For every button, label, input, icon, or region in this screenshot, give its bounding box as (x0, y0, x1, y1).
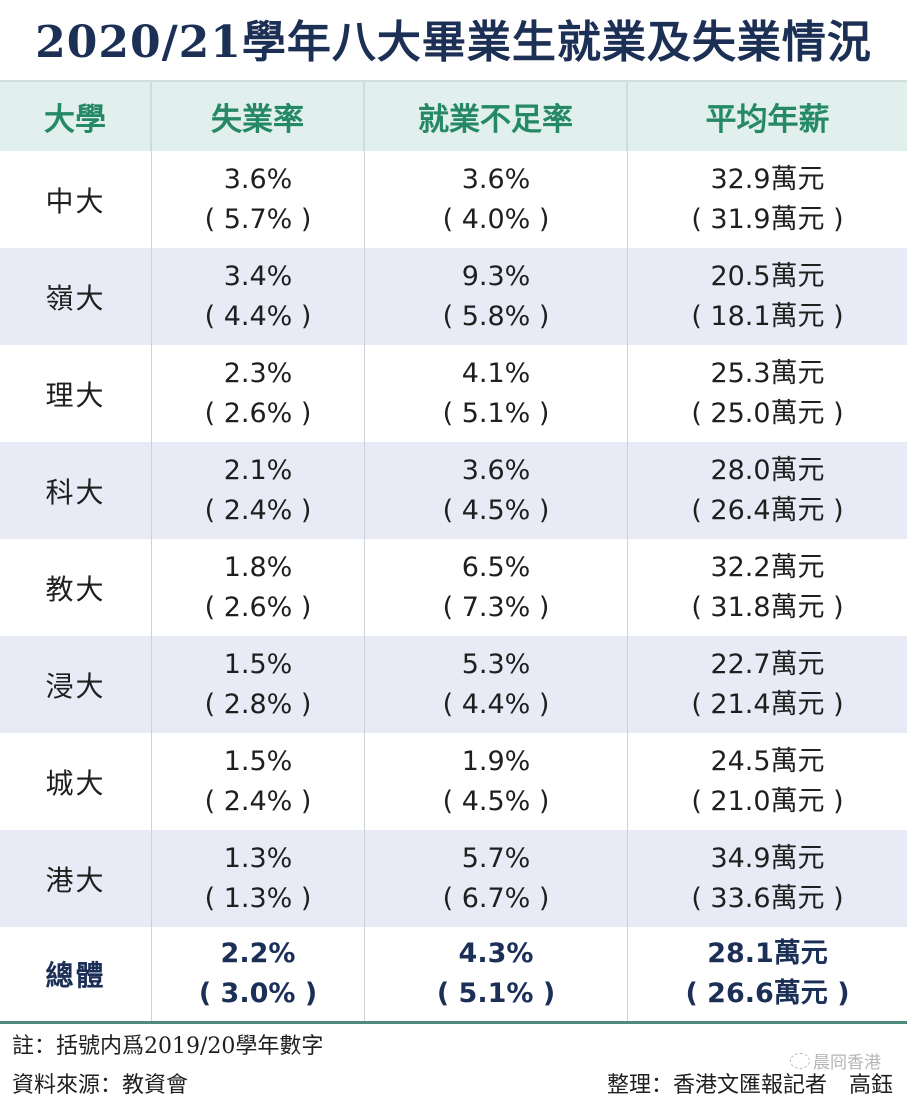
unemployment-rate-prev: ( 2.4% ) (204, 785, 312, 817)
table-row: 城大 1.5% ( 2.4% ) 1.9% ( 4.5% ) 24.5萬元 ( 21.… (0, 733, 907, 830)
unemployment-rate: 1.3% (223, 842, 293, 874)
table-row: 科大 2.1% ( 2.4% ) 3.6% ( 4.5% ) 28.0萬元 ( 26.… (0, 442, 907, 539)
credit-line: 整理：香港文匯報記者 高鈺 (606, 1073, 893, 1098)
average-salary: 32.9萬元 (710, 163, 825, 195)
table-row: 浸大 1.5% ( 2.8% ) 5.3% ( 4.4% ) 22.7萬元 ( 21.… (0, 636, 907, 733)
unemployment-rate: 1.5% (223, 648, 293, 680)
unemployment-rate: 3.4% (223, 260, 293, 292)
unemployment-rate-prev: ( 2.6% ) (204, 591, 312, 623)
wechat-icon (790, 1052, 810, 1069)
table-row: 中大 3.6% ( 5.7% ) 3.6% ( 4.0% ) 32.9萬元 ( 31.… (0, 151, 907, 248)
table-row: 港大 1.3% ( 1.3% ) 5.7% ( 6.7% ) 34.9萬元 ( 33.… (0, 830, 907, 927)
header-university: 大學 (0, 82, 152, 151)
average-salary: 32.2萬元 (710, 551, 825, 583)
unemployment-rate: 3.6% (223, 163, 293, 195)
average-salary: 25.3萬元 (710, 357, 825, 389)
unemployment-rate-prev: ( 2.4% ) (204, 494, 312, 526)
underemployment-rate: 6.5% (461, 551, 531, 583)
underemployment-rate: 3.6% (461, 454, 531, 486)
data-source: 資料來源：教資會 (12, 1073, 189, 1098)
table-total-row: 總體 2.2% ( 3.0% ) 4.3% ( 5.1% ) 28.1萬元 ( 26.… (0, 927, 907, 1024)
header-salary: 平均年薪 (705, 102, 830, 138)
employment-table: 大學 失業率 就業不足率 平均年薪 中大 3.6% ( 5.7% ) 3.6% ( … (0, 80, 907, 1024)
university-name: 教大 (45, 572, 106, 606)
total-average-salary-prev: ( 26.6萬元 ) (685, 978, 850, 1009)
unemployment-rate: 1.5% (223, 745, 293, 777)
unemployment-rate: 2.1% (223, 454, 293, 486)
underemployment-rate: 5.3% (461, 648, 531, 680)
unemployment-rate-prev: ( 2.8% ) (204, 688, 312, 720)
table-row: 嶺大 3.4% ( 4.4% ) 9.3% ( 5.8% ) 20.5萬元 ( 18.… (0, 248, 907, 345)
underemployment-rate-prev: ( 4.5% ) (442, 494, 550, 526)
average-salary: 28.0萬元 (710, 454, 825, 486)
header-underemployment: 就業不足率 (365, 82, 628, 151)
average-salary-prev: ( 21.4萬元 ) (691, 688, 844, 720)
university-name: 科大 (45, 475, 106, 509)
page-title: 2020/21學年八大畢業生就業及失業情況 (35, 17, 872, 68)
university-name: 港大 (45, 863, 106, 897)
underemployment-rate-prev: ( 5.8% ) (442, 300, 550, 332)
header-unemployment: 失業率 (152, 82, 365, 151)
underemployment-rate-prev: ( 4.5% ) (442, 785, 550, 817)
average-salary-prev: ( 26.4萬元 ) (691, 494, 844, 526)
total-unemployment-rate-prev: ( 3.0% ) (198, 978, 318, 1009)
table-row: 理大 2.3% ( 2.6% ) 4.1% ( 5.1% ) 25.3萬元 ( 25.… (0, 345, 907, 442)
university-name: 理大 (45, 378, 106, 412)
unemployment-rate-prev: ( 4.4% ) (204, 300, 312, 332)
average-salary: 24.5萬元 (710, 745, 825, 777)
total-average-salary: 28.1萬元 (707, 938, 828, 969)
underemployment-rate-prev: ( 4.4% ) (442, 688, 550, 720)
total-underemployment-rate-prev: ( 5.1% ) (436, 978, 556, 1009)
university-name: 嶺大 (45, 281, 106, 315)
unemployment-rate-prev: ( 5.7% ) (204, 203, 312, 235)
average-salary-prev: ( 18.1萬元 ) (691, 300, 844, 332)
footnote: 註：括號内爲2019/20學年數字 (12, 1034, 324, 1059)
average-salary-prev: ( 31.9萬元 ) (691, 203, 844, 235)
total-label: 總體 (45, 959, 106, 992)
underemployment-rate: 5.7% (461, 842, 531, 874)
underemployment-rate-prev: ( 6.7% ) (442, 882, 550, 914)
total-unemployment-rate: 2.2% (220, 938, 296, 969)
total-underemployment-rate: 4.3% (458, 938, 534, 969)
unemployment-rate-prev: ( 1.3% ) (204, 882, 312, 914)
underemployment-rate: 1.9% (461, 745, 531, 777)
average-salary-prev: ( 25.0萬元 ) (691, 397, 844, 429)
underemployment-rate-prev: ( 7.3% ) (442, 591, 550, 623)
watermark-text: 晨冏香港 (813, 1053, 881, 1073)
average-salary: 22.7萬元 (710, 648, 825, 680)
average-salary-prev: ( 21.0萬元 ) (691, 785, 844, 817)
underemployment-rate: 3.6% (461, 163, 531, 195)
average-salary: 34.9萬元 (710, 842, 825, 874)
underemployment-rate: 4.1% (461, 357, 531, 389)
table-header-row: 大學 失業率 就業不足率 平均年薪 (0, 82, 907, 151)
underemployment-rate-prev: ( 4.0% ) (442, 203, 550, 235)
table-row: 教大 1.8% ( 2.6% ) 6.5% ( 7.3% ) 32.2萬元 ( 31.… (0, 539, 907, 636)
underemployment-rate-prev: ( 5.1% ) (442, 397, 550, 429)
university-name: 城大 (45, 766, 106, 800)
average-salary: 20.5萬元 (710, 260, 825, 292)
unemployment-rate-prev: ( 2.6% ) (204, 397, 312, 429)
average-salary-prev: ( 33.6萬元 ) (691, 882, 844, 914)
average-salary-prev: ( 31.8萬元 ) (691, 591, 844, 623)
underemployment-rate: 9.3% (461, 260, 531, 292)
unemployment-rate: 2.3% (223, 357, 293, 389)
unemployment-rate: 1.8% (223, 551, 293, 583)
university-name: 浸大 (45, 669, 106, 703)
watermark: 晨冏香港 (790, 1048, 881, 1073)
university-name: 中大 (45, 184, 106, 218)
